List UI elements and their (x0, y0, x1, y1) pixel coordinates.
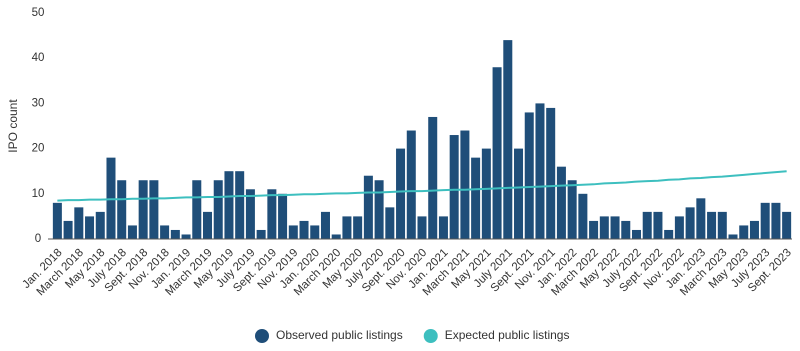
bar (471, 157, 481, 239)
bar (117, 180, 127, 239)
bar (138, 180, 148, 239)
bar (160, 225, 170, 239)
bar (170, 229, 180, 239)
legend-label: Observed public listings (276, 328, 403, 342)
bar (567, 180, 577, 239)
bar (438, 216, 448, 239)
bar (224, 171, 234, 239)
bar (192, 180, 202, 239)
bar (320, 211, 330, 239)
bar (674, 216, 684, 239)
bar (685, 207, 695, 239)
bar (417, 216, 427, 239)
bar (363, 175, 373, 239)
bar (546, 107, 556, 239)
bar (203, 211, 213, 239)
bar (631, 229, 641, 239)
bar (589, 220, 599, 239)
bar (664, 229, 674, 239)
bar (610, 216, 620, 239)
bar (749, 220, 759, 239)
bar (406, 130, 416, 239)
legend-label: Expected public listings (445, 328, 570, 342)
line (57, 170, 787, 202)
bar (342, 216, 352, 239)
bar (396, 148, 406, 239)
bar (599, 216, 609, 239)
bar (503, 40, 513, 240)
y-tick-label: 0 (35, 233, 41, 245)
bar (653, 211, 663, 239)
bar (535, 103, 545, 240)
bar (782, 211, 792, 239)
y-tick-label: 10 (32, 188, 45, 200)
bar (181, 234, 191, 239)
bar (728, 234, 738, 239)
bar (52, 202, 62, 239)
bar (149, 180, 159, 239)
y-tick-label: 50 (32, 7, 45, 19)
bar (256, 229, 266, 239)
bar (578, 193, 588, 239)
bar (74, 207, 84, 239)
bar (95, 211, 105, 239)
y-tick-label: 30 (32, 97, 45, 109)
bar (288, 225, 298, 239)
bar (621, 220, 631, 239)
bar (127, 225, 137, 239)
legend-marker (423, 329, 438, 343)
y-tick-label: 40 (32, 52, 45, 64)
bar (556, 166, 566, 239)
bar (771, 202, 781, 239)
bar (717, 211, 727, 239)
bar (235, 171, 245, 239)
bar (213, 180, 223, 239)
y-tick-label: 20 (32, 143, 45, 155)
bar (374, 180, 384, 239)
bar (707, 211, 717, 239)
legend-marker (255, 329, 269, 343)
bar (460, 130, 470, 239)
bar (385, 207, 395, 239)
bar (428, 116, 438, 239)
bar (449, 135, 459, 239)
bar (760, 202, 770, 239)
bar (267, 189, 277, 239)
bar (514, 148, 524, 239)
bar (696, 198, 706, 239)
bar (245, 189, 255, 239)
bar (524, 112, 534, 239)
bar (278, 193, 288, 239)
bar (492, 67, 502, 240)
bar (331, 234, 341, 239)
bar (642, 211, 652, 239)
bar (481, 148, 491, 239)
y-axis-label: IPO count (6, 99, 20, 153)
bar (739, 225, 749, 239)
bar (85, 216, 95, 239)
bar (299, 220, 309, 239)
bar (63, 220, 73, 239)
bar (310, 225, 320, 239)
bar (353, 216, 363, 239)
